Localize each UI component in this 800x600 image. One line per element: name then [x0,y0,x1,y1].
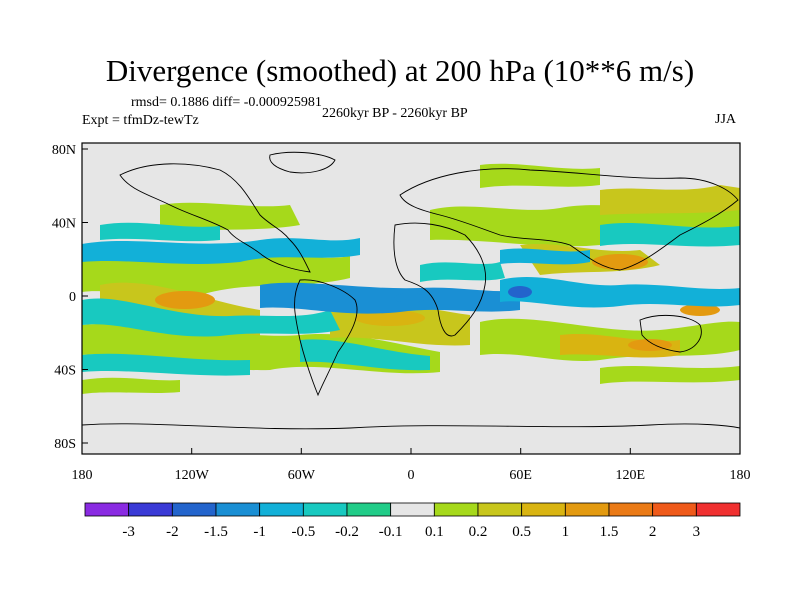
colorbar-label: 0.1 [425,524,444,540]
field-core [355,310,425,326]
lat-tick-label: 40N [52,217,76,232]
coastline-antarctica [82,423,740,430]
colorbar-label: -1.5 [204,524,228,540]
colorbar-label: -0.1 [379,524,403,540]
colorbar-label: -3 [122,524,135,540]
field-band [82,298,340,337]
colorbar-swatch [215,502,261,517]
lon-tick-label: 60E [509,468,532,483]
lat-tick-label: 0 [69,290,76,305]
field-band [100,222,220,242]
colorbar-label: 1 [562,524,570,540]
colorbar-label: 1.5 [600,524,619,540]
field-band [82,238,360,264]
field-core [155,291,215,309]
colorbar-swatch [695,502,741,517]
experiment-label: Expt = tfmDz-tewTz [82,113,199,128]
field-band [560,333,680,358]
lat-tick-label: 80S [54,437,76,452]
field-band [160,202,300,232]
field-band [500,248,590,265]
colorbar-label: 0.5 [512,524,531,540]
colorbar-swatch [346,502,392,517]
field-band [600,222,740,247]
coastline-africa [393,222,487,337]
colorbar-swatch [390,502,435,517]
field-core [680,304,720,316]
colorbar-label: -0.5 [291,524,315,540]
stats-label: rmsd= 0.1886 diff= -0.000925981 [131,95,322,110]
lon-tick-label: 180 [730,468,751,483]
colorbar-swatch [84,502,130,517]
colorbar-label: 0.2 [469,524,488,540]
colorbar-swatch [128,502,173,517]
field-band [500,276,740,308]
field-band [600,185,740,215]
lon-tick-label: 180 [72,468,93,483]
coastline-greenland [269,151,336,174]
coastline-eurasia [399,168,739,271]
colorbar-swatch [433,502,479,517]
colorbar-label: 3 [693,524,701,540]
lon-tick-label: 60W [288,468,316,483]
lon-tick-label: 120E [616,468,646,483]
colorbar-swatch [521,502,566,517]
field-band [480,163,600,188]
lat-tick-label: 40S [54,364,76,379]
coastline-south-america [294,279,358,397]
field-band [82,353,250,376]
colorbar-swatch [171,502,217,517]
chart-title: Divergence (smoothed) at 200 hPa (10**6 … [105,53,695,88]
lon-tick-label: 0 [408,468,415,483]
axis-ticks: 180 120W 60W 0 60E 120E 180 80N 40N 0 40S 80S [52,143,751,483]
field-band [300,339,430,371]
field-band [420,262,505,282]
colorbar-label: -2 [166,524,179,540]
colorbar-swatch [652,502,697,517]
field-band [82,377,180,394]
coastlines [82,151,740,430]
period-label: 2260kyr BP - 2260kyr BP [322,106,468,121]
lon-tick-label: 120W [175,468,210,483]
colorbar-label: -0.2 [335,524,359,540]
colorbar-swatch [608,502,654,517]
field-band [260,282,520,314]
field-core [508,286,532,298]
colorbar-label: -1 [253,524,266,540]
colorbar-swatch [302,502,348,517]
colorbar-swatch [564,502,610,517]
colorbar-swatch [259,502,304,517]
field-core [394,293,426,303]
colorbar: -3 -2 -1.5 -1 -0.5 -0.2 -0.1 0.1 0.2 0.5 1 1.5 2 3 [84,502,741,540]
field-core [592,254,648,270]
colorbar-label: 2 [649,524,657,540]
coastline-australia [639,315,702,353]
field-band [600,366,740,384]
lat-tick-label: 80N [52,143,76,158]
coastline-north-america [119,163,311,273]
colorbar-swatch [477,502,523,517]
season-label: JJA [715,112,737,127]
